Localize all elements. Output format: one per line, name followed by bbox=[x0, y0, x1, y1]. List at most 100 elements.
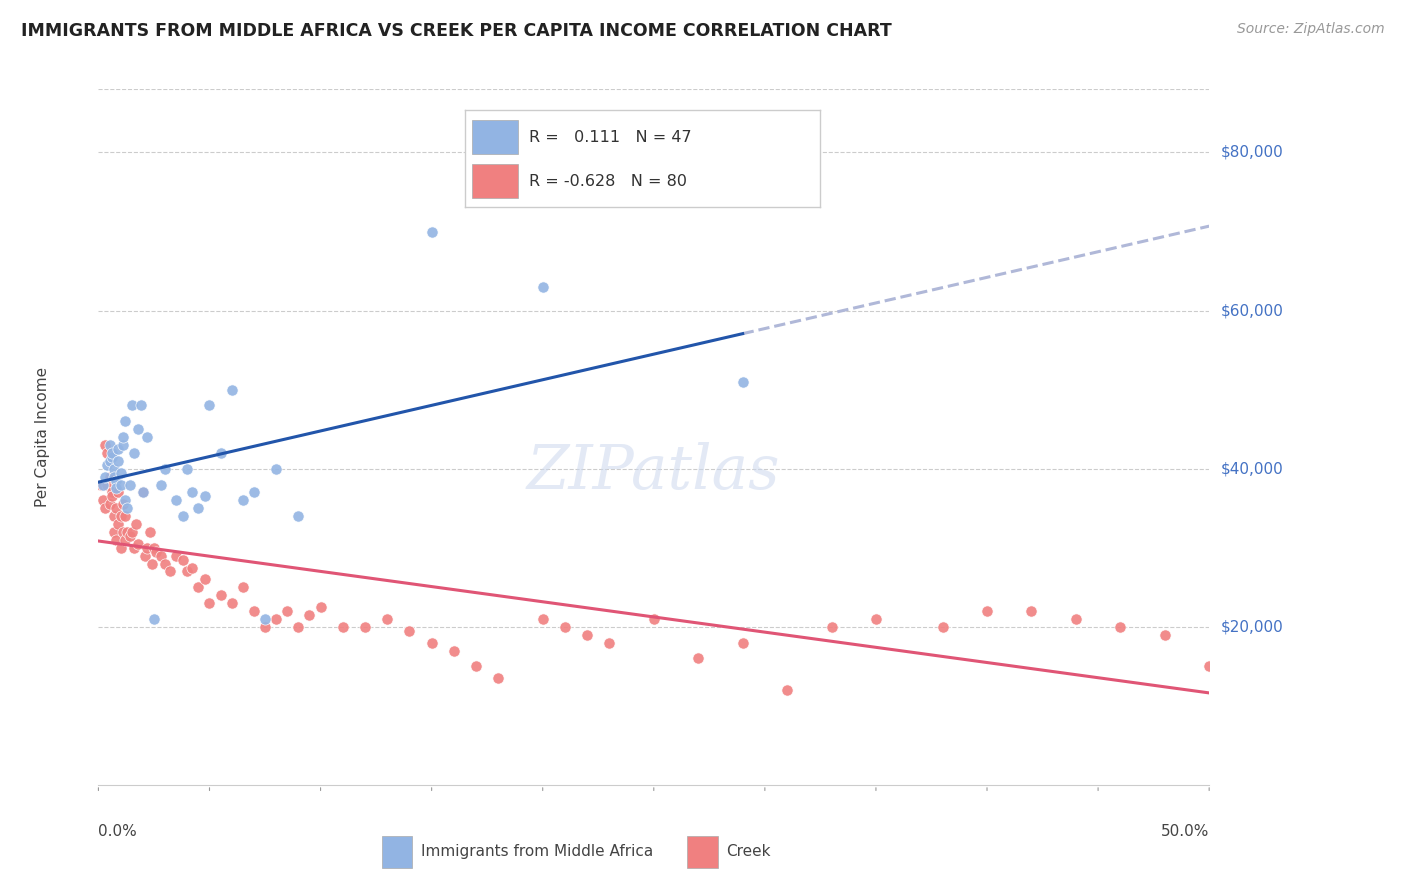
Point bbox=[1021, 604, 1043, 618]
Point bbox=[103, 461, 125, 475]
Point bbox=[187, 580, 209, 594]
Point bbox=[643, 612, 665, 626]
Text: ZIPatlas: ZIPatlas bbox=[527, 442, 780, 502]
Point bbox=[111, 430, 134, 444]
Point bbox=[110, 541, 132, 555]
Point bbox=[209, 588, 232, 602]
Point bbox=[221, 596, 243, 610]
Text: $80,000: $80,000 bbox=[1220, 145, 1284, 160]
Point bbox=[105, 501, 128, 516]
Point bbox=[198, 399, 221, 413]
Point bbox=[91, 477, 114, 491]
Point bbox=[375, 612, 398, 626]
Point bbox=[264, 461, 287, 475]
Point bbox=[180, 560, 202, 574]
Point bbox=[121, 524, 143, 539]
Point bbox=[100, 450, 122, 464]
Point bbox=[554, 620, 576, 634]
Point bbox=[176, 565, 198, 579]
Point bbox=[134, 549, 156, 563]
Point bbox=[731, 635, 754, 649]
Point bbox=[287, 620, 309, 634]
Point bbox=[122, 541, 145, 555]
Point bbox=[731, 375, 754, 389]
Point bbox=[159, 565, 181, 579]
Point bbox=[100, 446, 122, 460]
Point bbox=[820, 620, 842, 634]
Point bbox=[1153, 628, 1175, 642]
Point bbox=[107, 485, 129, 500]
Point bbox=[931, 620, 953, 634]
Point bbox=[531, 612, 554, 626]
Text: 0.0%: 0.0% bbox=[98, 824, 138, 838]
Point bbox=[276, 604, 298, 618]
Point bbox=[90, 477, 112, 491]
Point bbox=[96, 446, 118, 460]
Point bbox=[98, 438, 121, 452]
Point bbox=[180, 485, 202, 500]
Point bbox=[114, 533, 136, 547]
Text: IMMIGRANTS FROM MIDDLE AFRICA VS CREEK PER CAPITA INCOME CORRELATION CHART: IMMIGRANTS FROM MIDDLE AFRICA VS CREEK P… bbox=[21, 22, 891, 40]
Point bbox=[332, 620, 354, 634]
Point bbox=[865, 612, 887, 626]
Point bbox=[187, 501, 209, 516]
Point bbox=[149, 477, 172, 491]
Point bbox=[136, 541, 159, 555]
Point bbox=[253, 620, 276, 634]
Point bbox=[1198, 659, 1220, 673]
Point bbox=[107, 442, 129, 456]
Point bbox=[198, 596, 221, 610]
Point bbox=[232, 580, 254, 594]
Point bbox=[976, 604, 998, 618]
Point bbox=[209, 446, 232, 460]
Point bbox=[132, 485, 155, 500]
Point bbox=[98, 469, 121, 483]
Point bbox=[1064, 612, 1087, 626]
Point bbox=[121, 399, 143, 413]
Point bbox=[531, 280, 554, 294]
Point bbox=[486, 671, 509, 685]
Point bbox=[149, 549, 172, 563]
Point bbox=[103, 524, 125, 539]
Point bbox=[103, 509, 125, 524]
Point bbox=[91, 493, 114, 508]
Point bbox=[122, 446, 145, 460]
Point bbox=[172, 509, 194, 524]
Point bbox=[111, 497, 134, 511]
Point bbox=[94, 469, 117, 483]
Point bbox=[110, 466, 132, 480]
Point bbox=[153, 461, 176, 475]
Point bbox=[100, 485, 122, 500]
Point bbox=[136, 430, 159, 444]
Point bbox=[264, 612, 287, 626]
Point bbox=[443, 643, 465, 657]
Point bbox=[118, 529, 141, 543]
Text: $60,000: $60,000 bbox=[1220, 303, 1284, 318]
Point bbox=[114, 414, 136, 428]
Point bbox=[118, 477, 141, 491]
Point bbox=[176, 461, 198, 475]
Point bbox=[96, 477, 118, 491]
Point bbox=[143, 612, 166, 626]
Point bbox=[309, 600, 332, 615]
Point bbox=[110, 509, 132, 524]
Point bbox=[153, 557, 176, 571]
Point bbox=[172, 552, 194, 566]
Point bbox=[688, 651, 710, 665]
Point bbox=[420, 225, 443, 239]
Point bbox=[465, 659, 488, 673]
Point bbox=[98, 454, 121, 468]
Point bbox=[114, 493, 136, 508]
Point bbox=[253, 612, 276, 626]
Point bbox=[129, 399, 152, 413]
Text: 50.0%: 50.0% bbox=[1161, 824, 1209, 838]
Text: $40,000: $40,000 bbox=[1220, 461, 1284, 476]
Text: Source: ZipAtlas.com: Source: ZipAtlas.com bbox=[1237, 22, 1385, 37]
Point bbox=[287, 509, 309, 524]
Point bbox=[138, 524, 160, 539]
Point bbox=[127, 422, 149, 436]
Point bbox=[107, 454, 129, 468]
Point bbox=[420, 635, 443, 649]
Point bbox=[194, 573, 217, 587]
Point bbox=[105, 533, 128, 547]
